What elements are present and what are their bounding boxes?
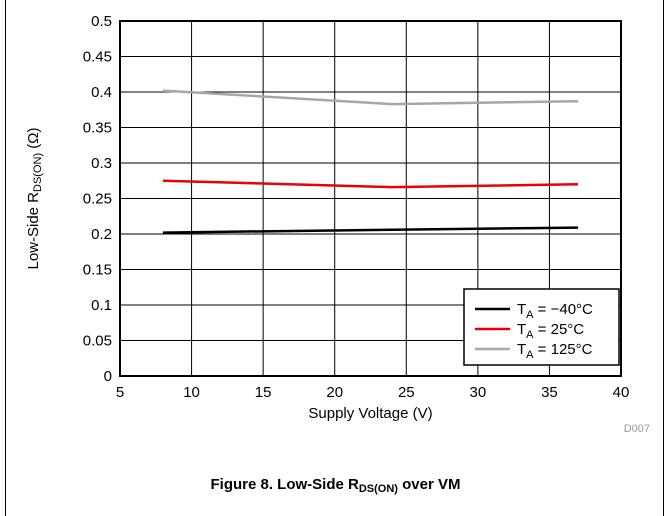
x-tick-label-7: 40 bbox=[613, 384, 630, 401]
legend-label-1: TA = 25°C bbox=[517, 321, 584, 341]
legend-label-2: TA = 125°C bbox=[517, 341, 593, 361]
figure-caption: Figure 8. Low-Side RDS(ON) over VM bbox=[210, 476, 461, 495]
x-tick-label-6: 35 bbox=[541, 384, 558, 401]
y-tick-label-8: 0.4 bbox=[91, 84, 112, 101]
y-tick-label-7: 0.35 bbox=[83, 120, 112, 137]
series-line-2 bbox=[162, 89, 579, 106]
y-tick-label-5: 0.25 bbox=[83, 191, 112, 208]
x-tick-label-2: 15 bbox=[255, 384, 272, 401]
legend-box bbox=[463, 288, 620, 366]
x-tick-label-3: 20 bbox=[326, 384, 343, 401]
y-tick-label-3: 0.15 bbox=[83, 262, 112, 279]
x-tick-label-5: 30 bbox=[470, 384, 487, 401]
y-tick-label-1: 0.05 bbox=[83, 333, 112, 350]
legend: TA = −40°CTA = 25°CTA = 125°C bbox=[463, 288, 620, 366]
y-tick-labels: 0 0.05 0.1 0.15 0.2 0.25 0.3 0.35 0.4 0.45 0.5 bbox=[83, 13, 112, 385]
y-tick-label-2: 0.1 bbox=[91, 297, 112, 314]
x-tick-label-1: 10 bbox=[183, 384, 200, 401]
x-tick-label-4: 25 bbox=[398, 384, 415, 401]
y-tick-label-6: 0.3 bbox=[91, 155, 112, 172]
grid-lines bbox=[119, 20, 622, 377]
legend-label-0: TA = −40°C bbox=[517, 301, 593, 321]
x-tick-labels: 5 10 15 20 25 30 35 40 bbox=[116, 384, 630, 401]
line-chart: 5 10 15 20 25 30 35 40 0 0.05 0.1 0.15 0.2 0.25 0.3 0.… bbox=[25, 13, 650, 435]
y-axis-label: Low-Side RDS(ON) (Ω) bbox=[25, 127, 44, 269]
figure-frame bbox=[5, 0, 664, 516]
series-lines bbox=[162, 89, 579, 234]
series-line-1 bbox=[162, 179, 579, 189]
x-tick-label-0: 5 bbox=[116, 384, 124, 401]
y-tick-label-0: 0 bbox=[104, 368, 112, 385]
figure-code: D007 bbox=[624, 423, 650, 435]
x-axis-label: Supply Voltage (V) bbox=[308, 405, 432, 422]
y-tick-label-4: 0.2 bbox=[91, 226, 112, 243]
y-tick-label-9: 0.45 bbox=[83, 49, 112, 66]
plot-border bbox=[119, 20, 622, 377]
series-line-0 bbox=[162, 226, 579, 234]
y-tick-label-10: 0.5 bbox=[91, 13, 112, 30]
